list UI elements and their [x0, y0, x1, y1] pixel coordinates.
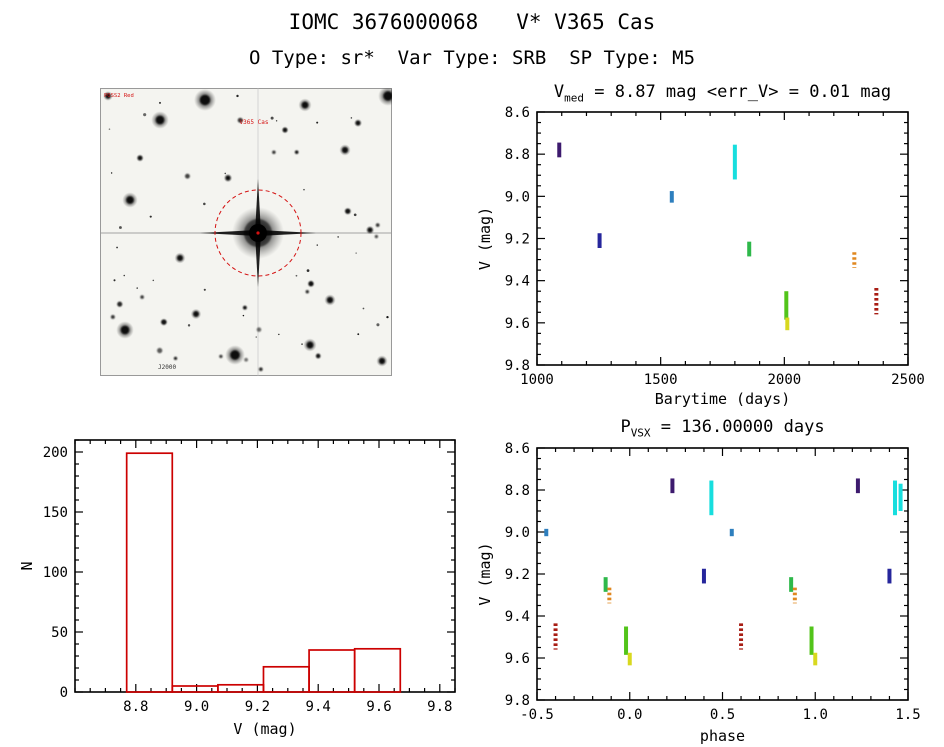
svg-text:9.0: 9.0: [184, 699, 209, 715]
svg-text:8.8: 8.8: [123, 699, 148, 715]
finder-target-label: V365 Cas: [240, 119, 269, 126]
phase-title: PVSX = 136.00000 days: [537, 417, 908, 439]
svg-text:9.0: 9.0: [505, 525, 530, 541]
svg-text:1.0: 1.0: [803, 707, 828, 723]
finder-survey-label: POSS2 Red: [104, 93, 134, 99]
svg-text:0: 0: [60, 685, 68, 701]
svg-text:9.4: 9.4: [505, 274, 530, 290]
star-field-image: V365 Cas POSS2 Red J2000: [100, 86, 398, 376]
finder-coords-label: J2000: [158, 364, 176, 371]
svg-text:V (mag): V (mag): [476, 207, 494, 270]
svg-text:9.2: 9.2: [505, 567, 530, 583]
svg-text:-0.5: -0.5: [520, 707, 554, 723]
phase-plot: -0.5 0.0 0.5 1.0 1.5 8.6 8.8 9.0 9.2 9.4 9.6 9.8 pha…: [476, 441, 921, 745]
page-title: IOMC 3676000068 V* V365 Cas: [288, 10, 656, 34]
svg-text:0.0: 0.0: [617, 707, 642, 723]
svg-text:9.8: 9.8: [505, 693, 530, 709]
svg-text:9.6: 9.6: [505, 316, 530, 332]
svg-text:150: 150: [43, 505, 68, 521]
svg-text:9.6: 9.6: [505, 651, 530, 667]
svg-text:1.5: 1.5: [895, 707, 920, 723]
phase-title-rest: = 136.00000 days: [650, 417, 825, 437]
finder-chart: V365 Cas POSS2 Red J2000: [100, 86, 398, 376]
svg-text:9.4: 9.4: [505, 609, 530, 625]
lightcurve-title-sub: med: [564, 91, 585, 105]
phase-title-base: P: [620, 417, 631, 437]
svg-text:phase: phase: [700, 727, 745, 745]
svg-text:1000: 1000: [520, 372, 554, 388]
svg-text:2500: 2500: [891, 372, 925, 388]
svg-text:V (mag): V (mag): [233, 720, 296, 738]
svg-text:V (mag): V (mag): [476, 542, 494, 605]
svg-text:8.8: 8.8: [505, 147, 530, 163]
histogram-plot: 8.8 9.0 9.2 9.4 9.6 9.8 0 50 100 150 200 V (mag) N: [20, 439, 456, 738]
lightcurve-title-rest: = 8.87 mag <err_V> = 0.01 mag: [584, 82, 892, 102]
lightcurve-title-base: V: [553, 82, 565, 102]
svg-text:9.2: 9.2: [245, 699, 270, 715]
svg-text:9.2: 9.2: [505, 232, 530, 248]
svg-text:9.6: 9.6: [366, 699, 391, 715]
svg-text:9.0: 9.0: [505, 189, 530, 205]
lightcurve-title: Vmed = 8.87 mag <err_V> = 0.01 mag: [537, 82, 908, 104]
svg-text:9.4: 9.4: [306, 699, 331, 715]
svg-text:8.6: 8.6: [505, 441, 530, 457]
svg-text:N: N: [20, 561, 36, 570]
svg-text:2000: 2000: [767, 372, 801, 388]
svg-text:8.6: 8.6: [505, 105, 530, 121]
svg-text:100: 100: [43, 565, 68, 581]
svg-text:9.8: 9.8: [427, 699, 452, 715]
svg-text:0.5: 0.5: [710, 707, 735, 723]
phase-title-sub: VSX: [630, 426, 651, 440]
svg-text:9.8: 9.8: [505, 358, 530, 374]
svg-text:8.8: 8.8: [505, 483, 530, 499]
lightcurve-plot: 1000 1500 2000 2500 8.6 8.8 9.0 9.2 9.4 9.6 9.8 Bar…: [476, 105, 925, 408]
svg-text:200: 200: [43, 445, 68, 461]
page-subtitle: O Type: sr* Var Type: SRB SP Type: M5: [248, 47, 696, 69]
svg-text:50: 50: [51, 625, 68, 641]
svg-text:1500: 1500: [644, 372, 678, 388]
svg-text:Barytime (days): Barytime (days): [655, 390, 790, 408]
